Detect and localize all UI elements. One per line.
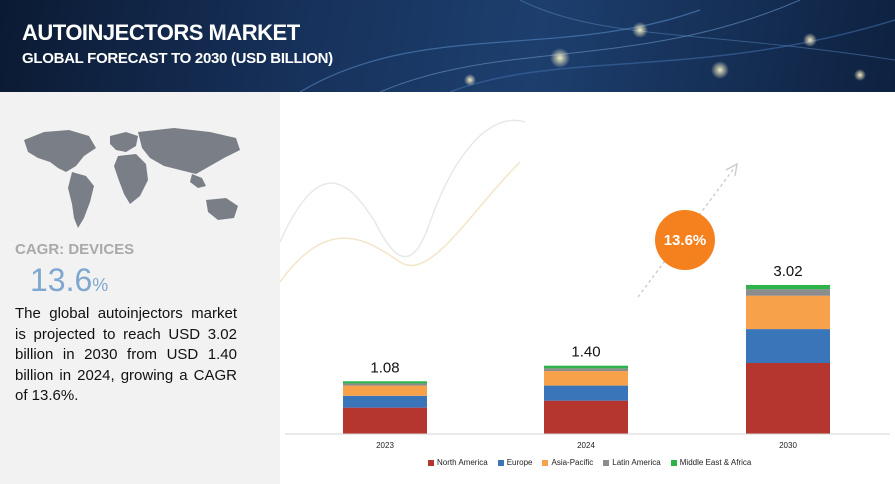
bar-2023-latin-america xyxy=(343,383,427,386)
bar-2024-europe xyxy=(544,385,628,401)
bar-total-label: 3.02 xyxy=(773,263,802,280)
bar-2024-middle-east-africa xyxy=(544,365,628,369)
legend-swatch xyxy=(428,459,434,466)
bar-group: 1.08 2023 1.40 2024 3.02 2030 xyxy=(343,263,830,450)
stacked-bar-chart: 1.08 2023 1.40 2024 3.02 2030 xyxy=(280,119,890,450)
bar-2024-latin-america xyxy=(544,368,628,372)
decorative-curve xyxy=(280,119,526,258)
bar-2023-north-america xyxy=(343,407,427,434)
legend-item-middle-east-africa: Middle East & Africa xyxy=(670,458,752,467)
legend-label: Latin America xyxy=(612,458,661,467)
legend-label: Middle East & Africa xyxy=(679,458,752,467)
page-title: AUTOINJECTORS MARKET xyxy=(22,20,300,45)
bar-2030-middle-east-africa xyxy=(746,284,830,290)
bar-2030-latin-america xyxy=(746,289,830,296)
legend-item-latin-america: Latin America xyxy=(603,458,661,467)
chart-legend: North America Europe Asia-Pacific Latin Ame… xyxy=(428,458,751,467)
bar-2024-north-america xyxy=(544,400,628,434)
bar-2024-asia-pacific xyxy=(544,371,628,386)
legend-swatch xyxy=(497,459,504,466)
world-map-icon xyxy=(24,128,240,228)
bar-2030-north-america xyxy=(746,362,830,434)
legend-swatch xyxy=(542,459,549,466)
bar-total-label: 1.40 xyxy=(571,344,600,361)
cagr-unit: % xyxy=(92,275,109,295)
bar-2023-middle-east-africa xyxy=(343,381,427,384)
x-tick-label: 2030 xyxy=(779,441,797,450)
banner-background-graphic xyxy=(299,0,895,92)
legend-swatch xyxy=(670,459,677,466)
cagr-label: CAGR: DEVICES xyxy=(15,241,135,258)
bar-2023-asia-pacific xyxy=(343,385,427,396)
summary-panel: CAGR: DEVICES 13.6% The global autoinjec… xyxy=(0,92,280,484)
cagr-value: 13.6% xyxy=(30,262,108,299)
x-tick-label: 2024 xyxy=(577,441,595,450)
page-subtitle: GLOBAL FORECAST TO 2030 (USD BILLION) xyxy=(22,50,333,67)
legend-label: Europe xyxy=(506,458,533,467)
bar-2030-asia-pacific xyxy=(746,295,830,330)
market-description: The global autoinjectors market is proje… xyxy=(15,305,237,404)
legend-item-europe: Europe xyxy=(497,458,533,467)
bar-total-label: 1.08 xyxy=(370,359,399,376)
cagr-growth-badge: 13.6% xyxy=(655,210,715,270)
growth-arrow xyxy=(637,162,738,298)
legend-swatch xyxy=(603,459,610,466)
cagr-number: 13.6 xyxy=(30,262,93,298)
bar-2023-europe xyxy=(343,395,427,408)
legend-label: North America xyxy=(437,458,488,467)
decorative-curve-accent xyxy=(280,161,521,283)
x-tick-label: 2023 xyxy=(376,441,394,450)
legend-item-asia-pacific: Asia-Pacific xyxy=(542,458,593,467)
legend-item-north-america: North America xyxy=(428,458,488,467)
header-banner: AUTOINJECTORS MARKET GLOBAL FORECAST TO … xyxy=(0,0,895,92)
legend-label: Asia-Pacific xyxy=(551,458,594,467)
bar-2030-europe xyxy=(746,329,830,363)
